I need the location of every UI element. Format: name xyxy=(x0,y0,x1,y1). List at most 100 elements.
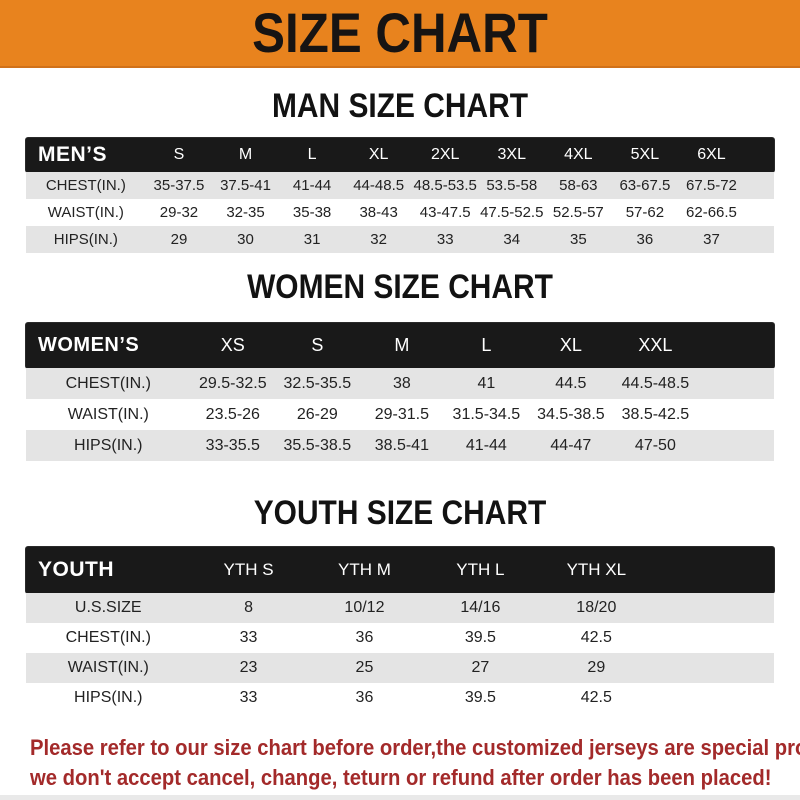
man-size-table: MEN’S S M L XL 2XL 3XL 4XL 5XL 6XL CHEST(IN.) 35-3… xyxy=(26,138,774,253)
column-header: YTH L xyxy=(456,560,505,579)
cell-value: 33-35.5 xyxy=(205,436,260,454)
cell-value: 29.5-32.5 xyxy=(199,374,267,392)
column-header: L xyxy=(307,146,317,163)
cell-value: 25 xyxy=(355,659,374,676)
cell-value: 44-47 xyxy=(550,436,592,454)
women-size-chart-section: WOMEN SIZE CHART WOMEN’S XS S M L XL XXL CHEST… xyxy=(0,269,800,461)
cell-value: 44.5 xyxy=(555,374,587,392)
cell-value: 35-37.5 xyxy=(153,177,205,194)
table-row: WAIST(IN.) 23 25 27 29 xyxy=(26,653,774,683)
cell-value: 35-38 xyxy=(292,204,332,221)
column-header: S xyxy=(173,146,185,163)
column-header: 4XL xyxy=(564,146,593,163)
man-size-chart-section: MAN SIZE CHART MEN’S S M L XL 2XL 3XL 4XL 5XL 6XL… xyxy=(0,88,800,253)
cell-value: 57-62 xyxy=(625,204,665,221)
cell-value: 14/16 xyxy=(460,599,501,616)
cell-value: 36 xyxy=(636,231,654,248)
cell-value: 34.5-38.5 xyxy=(537,405,605,423)
cell-value: 35.5-38.5 xyxy=(283,436,352,454)
cell-value: 31.5-34.5 xyxy=(452,405,521,423)
cell-value: 38 xyxy=(392,374,411,392)
cell-value: 44.5-48.5 xyxy=(621,374,690,392)
cell-value: 39.5 xyxy=(464,689,496,706)
women-size-table: WOMEN’S XS S M L XL XXL CHEST(IN.) 29.5-32.5 32.… xyxy=(26,323,774,461)
column-header: 6XL xyxy=(697,146,726,163)
cell-value: 8 xyxy=(244,599,253,616)
cell-value: 62-66.5 xyxy=(686,204,737,221)
cell-value: 41-44 xyxy=(292,177,332,194)
row-label: WAIST(IN.) xyxy=(67,659,149,676)
cell-value: 29 xyxy=(587,659,606,676)
disclaimer-line-2: we don't accept cancel, change, teturn o… xyxy=(30,765,772,790)
cell-value: 29-32 xyxy=(159,204,199,221)
table-group-label: MEN’S xyxy=(38,143,108,166)
table-body: U.S.SIZE 8 10/12 14/16 18/20 CHEST(IN.) 33 36 39… xyxy=(26,593,774,713)
column-header: XS xyxy=(220,335,245,355)
column-header: 5XL xyxy=(630,146,660,163)
page-title: SIZE CHART xyxy=(252,1,548,64)
table-body: CHEST(IN.) 29.5-32.5 32.5-35.5 38 41 44.5 44.5… xyxy=(26,368,774,461)
table-row: CHEST(IN.) 29.5-32.5 32.5-35.5 38 41 44.5 44.5… xyxy=(26,368,774,399)
cell-value: 36 xyxy=(355,629,374,646)
table-group-label: YOUTH xyxy=(38,558,114,581)
table-row: CHEST(IN.) 33 36 39.5 42.5 xyxy=(26,623,774,653)
table-row: HIPS(IN.) 33 36 39.5 42.5 xyxy=(26,683,774,713)
cell-value: 41-44 xyxy=(465,436,507,454)
cell-value: 41 xyxy=(477,374,496,392)
row-label: U.S.SIZE xyxy=(74,599,142,616)
cell-value: 67.5-72 xyxy=(686,177,737,194)
section-title-man: MAN SIZE CHART xyxy=(272,87,528,125)
table-body: CHEST(IN.) 35-37.5 37.5-41 41-44 44-48.5 48.5… xyxy=(26,172,774,253)
row-label: HIPS(IN.) xyxy=(53,231,118,248)
cell-value: 47-50 xyxy=(634,436,676,454)
cell-value: 32.5-35.5 xyxy=(283,374,352,392)
cell-value: 38.5-42.5 xyxy=(621,405,690,423)
cell-value: 48.5-53.5 xyxy=(413,177,477,194)
cell-value: 30 xyxy=(237,231,254,248)
cell-value: 44-48.5 xyxy=(353,177,405,194)
cell-value: 33 xyxy=(436,231,454,248)
column-header: L xyxy=(481,335,492,355)
cell-value: 63-67.5 xyxy=(619,177,671,194)
cell-value: 26-29 xyxy=(296,405,338,423)
column-header: M xyxy=(238,146,253,163)
table-row: U.S.SIZE 8 10/12 14/16 18/20 xyxy=(26,593,774,623)
column-header: XL xyxy=(559,335,582,355)
table-row: WAIST(IN.) 23.5-26 26-29 29-31.5 31.5-34.5 34… xyxy=(26,399,774,430)
cell-value: 42.5 xyxy=(580,689,612,706)
cell-value: 18/20 xyxy=(576,599,617,616)
column-header: 3XL xyxy=(497,146,526,163)
row-label: HIPS(IN.) xyxy=(74,689,143,706)
disclaimer: Please refer to our size chart before or… xyxy=(30,733,800,793)
section-title-youth: YOUTH SIZE CHART xyxy=(253,494,547,532)
cell-value: 36 xyxy=(355,689,374,706)
column-header: YTH S xyxy=(223,560,274,579)
column-header: YTH XL xyxy=(566,560,627,579)
row-label: CHEST(IN.) xyxy=(65,374,151,392)
row-label: HIPS(IN.) xyxy=(74,436,143,454)
cell-value: 32-35 xyxy=(226,204,265,221)
bottom-edge-strip xyxy=(0,795,800,800)
cell-value: 35 xyxy=(569,231,587,248)
cell-value: 58-63 xyxy=(559,177,598,194)
cell-value: 29-31.5 xyxy=(374,405,429,423)
table-row: HIPS(IN.) 33-35.5 35.5-38.5 38.5-41 41-44 44-… xyxy=(26,430,774,461)
table-header-row: WOMEN’S XS S M L XL XXL xyxy=(26,323,774,368)
banner: SIZE CHART xyxy=(0,0,800,68)
column-header: XL xyxy=(368,146,389,163)
disclaimer-line-1: Please refer to our size chart before or… xyxy=(30,735,800,760)
cell-value: 42.5 xyxy=(580,629,612,646)
cell-value: 43-47.5 xyxy=(419,204,471,221)
table-row: WAIST(IN.) 29-32 32-35 35-38 38-43 43-47.5 47.… xyxy=(26,199,774,226)
row-label: WAIST(IN.) xyxy=(67,405,149,423)
row-label: CHEST(IN.) xyxy=(45,177,126,194)
cell-value: 37 xyxy=(703,231,720,248)
cell-value: 27 xyxy=(471,659,490,676)
youth-size-chart-section: YOUTH SIZE CHART YOUTH YTH S YTH M YTH L YTH… xyxy=(0,495,800,713)
column-header: XXL xyxy=(638,335,673,355)
column-header: S xyxy=(311,335,324,355)
cell-value: 37.5-41 xyxy=(220,177,271,194)
cell-value: 38-43 xyxy=(359,204,398,221)
section-title-women: WOMEN SIZE CHART xyxy=(247,268,553,306)
